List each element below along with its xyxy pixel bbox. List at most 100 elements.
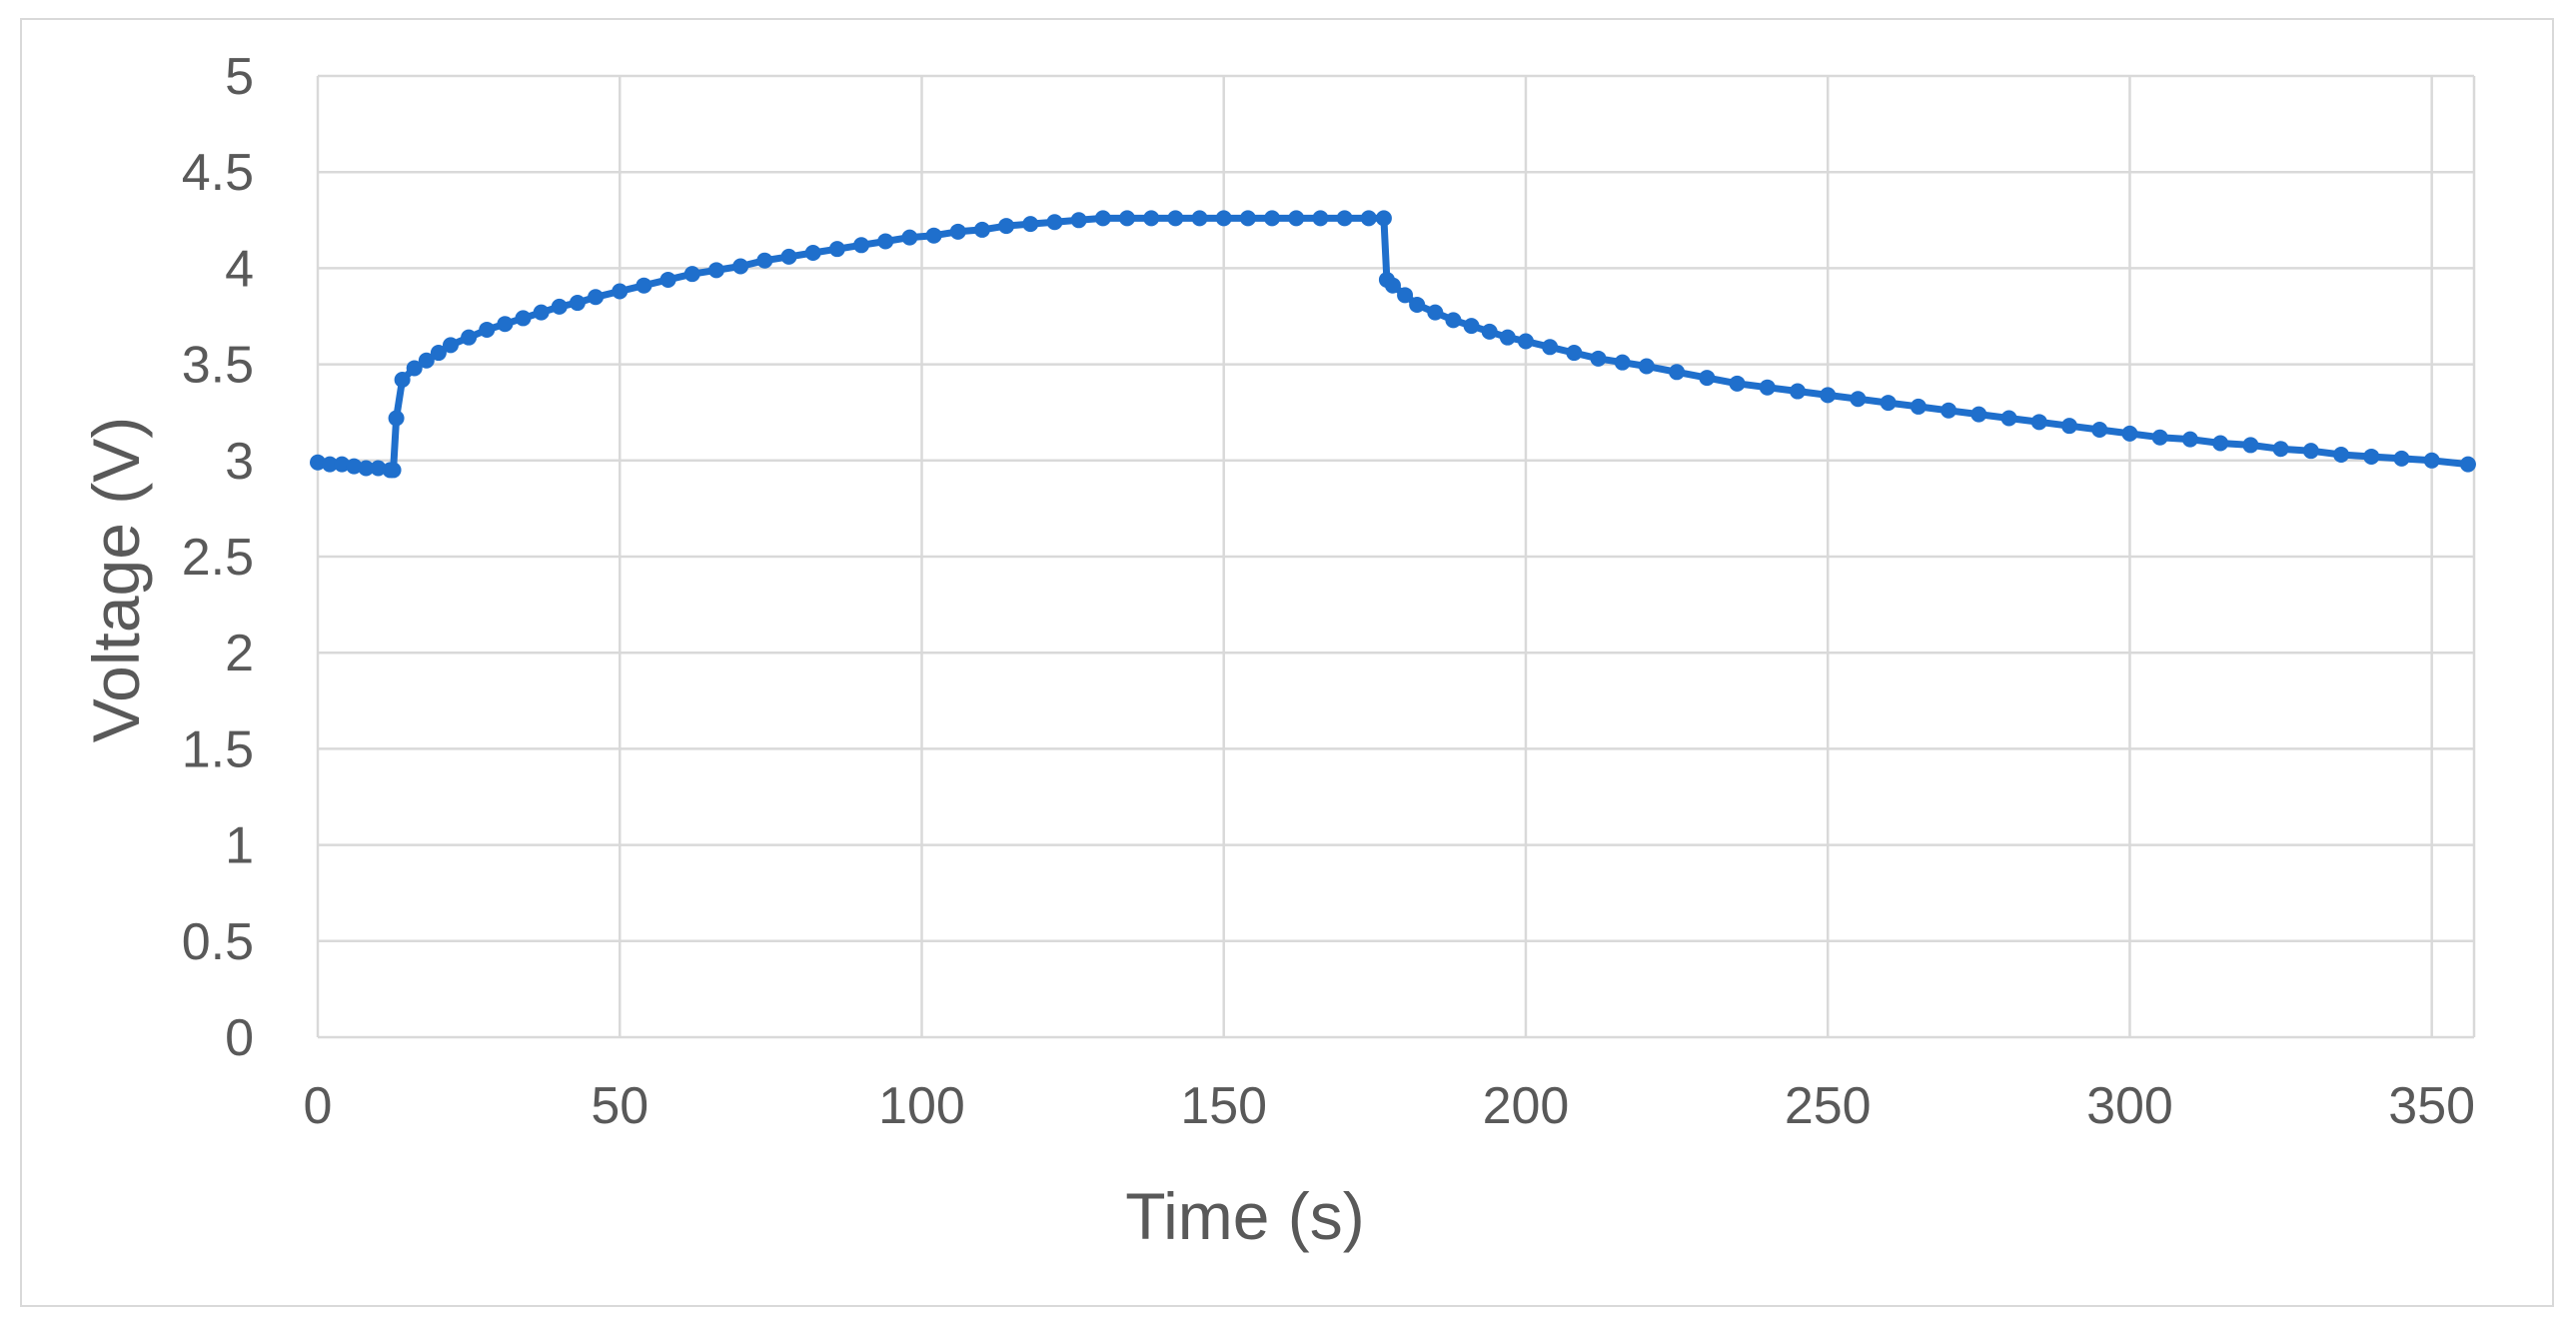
y-tick-label: 5: [225, 48, 254, 106]
data-point: [1481, 323, 1498, 340]
data-point: [2091, 422, 2108, 439]
data-point: [2363, 448, 2380, 465]
data-point: [780, 248, 797, 265]
data-point: [310, 454, 326, 471]
data-point: [569, 295, 586, 312]
data-point: [683, 266, 700, 283]
data-point: [2242, 437, 2259, 454]
x-tick-label: 0: [304, 1077, 333, 1135]
data-point: [1288, 210, 1305, 227]
data-point: [1143, 210, 1160, 227]
data-point: [1409, 296, 1426, 313]
y-tick-label: 3: [225, 433, 254, 491]
data-point: [707, 262, 724, 279]
voltage-time-chart: 00.511.522.533.544.550 50 100 150 200 250 300 3…: [79, 48, 2476, 1253]
data-point: [2459, 456, 2476, 473]
data-point: [1384, 277, 1401, 294]
data-point: [636, 277, 652, 294]
data-point: [2060, 418, 2077, 435]
y-tick-label: 1: [225, 817, 254, 875]
data-point: [659, 271, 676, 288]
data-point: [732, 258, 749, 275]
data-point: [2121, 425, 2138, 442]
x-axis-title: Time (s): [1125, 1179, 1365, 1253]
data-point: [1312, 210, 1329, 227]
data-point: [2151, 429, 2168, 446]
data-point: [1239, 210, 1256, 227]
data-point: [1336, 210, 1353, 227]
y-tick-label: 0: [225, 1009, 254, 1067]
data-point: [515, 310, 532, 327]
data-point: [2212, 435, 2229, 452]
data-point: [1119, 210, 1136, 227]
data-point: [1699, 370, 1716, 387]
data-point: [1542, 339, 1559, 356]
data-point: [2000, 410, 2017, 427]
data-point: [533, 304, 550, 321]
y-tick-label: 0.5: [182, 913, 254, 971]
x-tick-label: 350: [2388, 1077, 2475, 1135]
data-point: [442, 337, 459, 354]
x-tick-label: 150: [1180, 1077, 1267, 1135]
data-point: [828, 241, 845, 258]
data-point: [1094, 210, 1111, 227]
grid-layer: [316, 74, 2476, 1039]
data-point: [1167, 210, 1184, 227]
data-point: [1046, 214, 1063, 231]
data-point: [901, 229, 918, 246]
data-point: [334, 456, 351, 473]
data-point: [2272, 441, 2289, 458]
data-point: [418, 352, 435, 369]
x-tick-label: 100: [878, 1077, 965, 1135]
data-point: [1499, 329, 1516, 346]
data-point: [877, 233, 894, 250]
x-tick-label: 250: [1785, 1077, 1872, 1135]
data-point: [1880, 395, 1897, 412]
y-tick-label: 4: [225, 240, 254, 298]
data-point: [1638, 358, 1655, 375]
data-point: [1850, 391, 1867, 408]
data-point: [394, 371, 411, 388]
data-point: [346, 458, 363, 475]
data-point: [370, 460, 387, 477]
y-tick-label: 2.5: [182, 529, 254, 587]
series-layer: [310, 210, 2476, 479]
series-line: [314, 214, 2472, 474]
data-point: [1445, 312, 1462, 329]
data-point: [2333, 447, 2350, 464]
data-point: [385, 462, 402, 479]
data-point: [2030, 414, 2047, 431]
data-point: [1759, 379, 1776, 396]
data-point: [358, 460, 375, 477]
data-point: [973, 221, 990, 238]
x-tick-label: 200: [1483, 1077, 1570, 1135]
chart-frame: 0 0.5 1 1.5 2 2.5 3 3.5 4 4.5 5 0 50 100 150 200 250 300 3…: [20, 18, 2554, 1307]
data-point: [1463, 318, 1480, 335]
data-point: [925, 227, 942, 244]
data-point: [1517, 333, 1534, 350]
data-point: [1191, 210, 1208, 227]
data-point: [388, 410, 405, 427]
y-axis-title: Voltage (V): [79, 417, 153, 743]
data-point: [998, 218, 1015, 235]
data-point: [1820, 387, 1837, 404]
y-tick-label: 3.5: [182, 337, 254, 395]
data-point: [1590, 350, 1607, 367]
data-point: [1910, 398, 1927, 415]
data-point: [853, 237, 870, 254]
data-point: [804, 245, 821, 262]
y-tick-label: 4.5: [182, 144, 254, 202]
data-point: [949, 223, 966, 240]
tick-layer: 00.511.522.533.544.550 50 100 150 200 250 300 3…: [182, 48, 2475, 1135]
data-point: [1729, 375, 1746, 392]
data-point: [2302, 443, 2319, 460]
data-point: [430, 345, 447, 362]
x-tick-label: 300: [2086, 1077, 2173, 1135]
data-point: [2423, 452, 2440, 469]
y-tick-label: 2: [225, 625, 254, 682]
data-point: [612, 283, 629, 300]
data-point: [1789, 383, 1806, 400]
data-point: [479, 321, 496, 338]
data-point: [2393, 450, 2410, 467]
data-point: [2181, 431, 2198, 448]
